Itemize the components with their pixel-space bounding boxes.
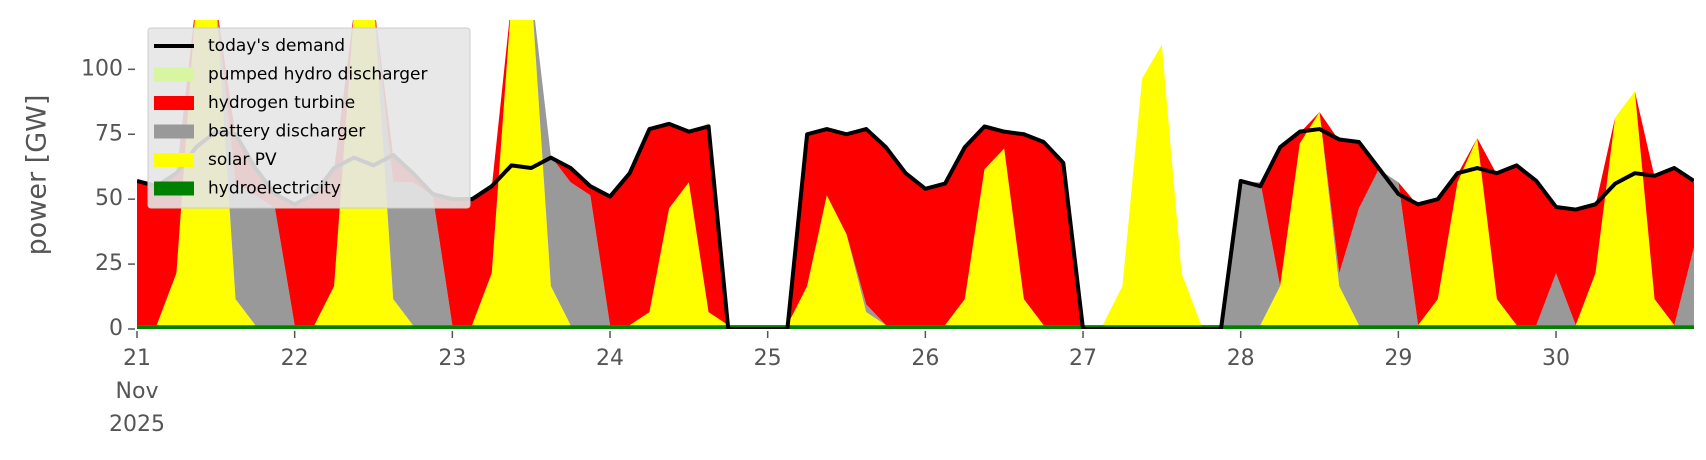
x-tick-label: 30 (1542, 346, 1570, 371)
y-tick-label: 75 (95, 121, 123, 146)
area (137, 20, 1694, 326)
legend-label: hydroelectricity (208, 179, 341, 199)
legend-label: pumped hydro discharger (208, 65, 427, 85)
legend-swatch (154, 181, 194, 196)
x-tick-label: 27 (1069, 346, 1097, 371)
x-tick-label: 22 (281, 346, 309, 371)
legend-swatch (154, 153, 194, 167)
legend-swatch (154, 67, 194, 82)
y-tick-label: 100 (81, 56, 123, 81)
legend-swatch (154, 96, 194, 110)
legend-label: hydrogen turbine (208, 93, 355, 113)
legend-label: today's demand (208, 36, 345, 56)
y-tick-label: 25 (95, 251, 123, 276)
x-tick-label: 21 Nov 2025 (109, 346, 165, 437)
y-tick-label: 50 (95, 186, 123, 211)
legend-swatch (154, 124, 194, 139)
y-tick-label: 0 (109, 316, 123, 341)
x-tick-label: 24 (596, 346, 624, 371)
x-tick-label: 23 (438, 346, 466, 371)
x-tick-label: 29 (1384, 346, 1412, 371)
x-tick-label: 28 (1227, 346, 1255, 371)
legend-label: battery discharger (208, 122, 365, 142)
x-tick-label: 26 (911, 346, 939, 371)
area (137, 20, 1694, 326)
legend-box (147, 27, 471, 209)
x-tick-label: 25 (754, 346, 782, 371)
y-axis-label: power [GW] (22, 95, 53, 256)
area (137, 325, 1694, 329)
legend-label: solar PV (208, 150, 277, 170)
